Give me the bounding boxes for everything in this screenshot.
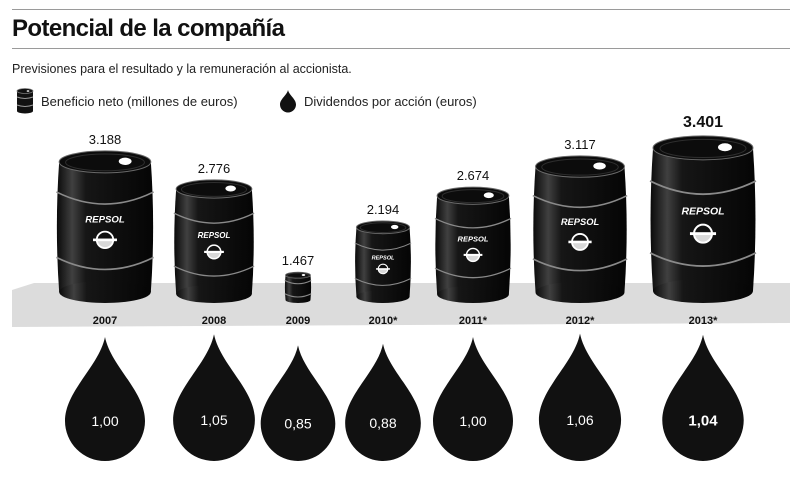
barrel-bung [717, 143, 732, 152]
dividend-value-label: 0,85 [284, 416, 311, 432]
beneficio-value-label: 3.117 [564, 137, 596, 152]
repsol-logo-text: REPSOL [372, 256, 395, 262]
dividend-drop-mark [345, 343, 421, 461]
legend-label-dividendos: Dividendos por acción (euros) [304, 93, 477, 109]
dividend-drop-mark [433, 337, 513, 461]
barrel-mark: REPSOL [56, 150, 154, 304]
barrel-hoop [532, 194, 628, 209]
repsol-logo-text: REPSOL [681, 206, 724, 217]
legend-item-beneficio: Beneficio neto (millones de euros) [16, 88, 238, 114]
repsol-logo-icon [568, 233, 592, 251]
repsol-logo-text: REPSOL [561, 217, 600, 227]
repsol-logo-text: REPSOL [458, 235, 489, 244]
barrel-hoop [173, 265, 255, 277]
page-title: Potencial de la compañía [12, 15, 285, 42]
dividend-drop-mark [173, 334, 255, 461]
barrel-bung [301, 274, 306, 277]
barrel-bung [225, 185, 236, 192]
dividend-value-label: 1,04 [688, 412, 718, 429]
dividend-drop-mark [538, 333, 622, 462]
barrel-mark: REPSOL [434, 186, 512, 303]
barrel-hoop [284, 293, 312, 298]
beneficio-value-label: 2.194 [367, 202, 400, 217]
beneficio-value-label: 1.467 [282, 253, 315, 268]
dividend-value-label: 1,06 [566, 412, 593, 428]
year-label: 2007 [93, 315, 117, 327]
year-label: 2013* [689, 315, 718, 327]
barrel-hoop [434, 267, 512, 279]
repsol-logo-text: REPSOL [85, 214, 125, 225]
barrel-hoop [56, 191, 154, 205]
barrel-hoop [284, 280, 312, 285]
repsol-logo-icon [376, 263, 390, 275]
year-label: 2009 [286, 315, 310, 327]
year-label: 2011* [459, 315, 488, 327]
barrel-hoop [56, 256, 154, 271]
barrel-mark: REPSOL [173, 179, 255, 303]
repsol-logo-text: REPSOL [198, 231, 231, 240]
page-subtitle: Previsiones para el resultado y la remun… [12, 62, 352, 76]
dividend-value-label: 1,00 [459, 413, 486, 429]
barrel-bung [390, 224, 399, 230]
barrel-mark: REPSOL [649, 135, 757, 304]
barrel-mark: REPSOL [354, 220, 412, 303]
year-label: 2010* [369, 315, 398, 327]
barrel-mark [284, 271, 312, 304]
dividend-drop-mark [260, 345, 336, 461]
barrel-hoop [649, 252, 757, 267]
legend-label-beneficio: Beneficio neto (millones de euros) [41, 93, 238, 109]
dividend-drop-mark [65, 337, 145, 461]
beneficio-value-label: 2.674 [457, 168, 490, 183]
repsol-logo-icon [689, 223, 717, 244]
barrel-hoop [354, 242, 412, 251]
barrel-bung [483, 192, 494, 199]
repsol-logo-icon [463, 247, 483, 263]
top-rule [12, 9, 790, 10]
barrel-hoop [532, 258, 628, 272]
drop-icon [279, 89, 297, 113]
barrel-hoop [354, 277, 412, 286]
dividend-value-label: 0,88 [369, 415, 396, 431]
barrel-bung [593, 162, 606, 170]
beneficio-value-label: 3.188 [89, 132, 122, 147]
beneficio-value-label: 2.776 [198, 161, 231, 176]
barrel-icon [16, 88, 34, 114]
repsol-logo-icon [93, 230, 117, 250]
year-label: 2008 [202, 315, 226, 327]
beneficio-value-label: 3.401 [683, 114, 723, 131]
dividend-value-label: 1,05 [200, 412, 227, 428]
barrel-bung [118, 157, 132, 165]
title-rule [12, 48, 790, 49]
barrel-hoop [434, 217, 512, 229]
barrel-hoop [649, 180, 757, 195]
legend-item-dividendos: Dividendos por acción (euros) [279, 88, 477, 114]
barrel-mark: REPSOL [532, 155, 628, 303]
dividend-drop-mark [662, 334, 744, 461]
barrel-hoop [173, 212, 255, 224]
repsol-logo-icon [204, 244, 224, 260]
dividend-value-label: 1,00 [91, 413, 118, 429]
year-label: 2012* [566, 315, 595, 327]
